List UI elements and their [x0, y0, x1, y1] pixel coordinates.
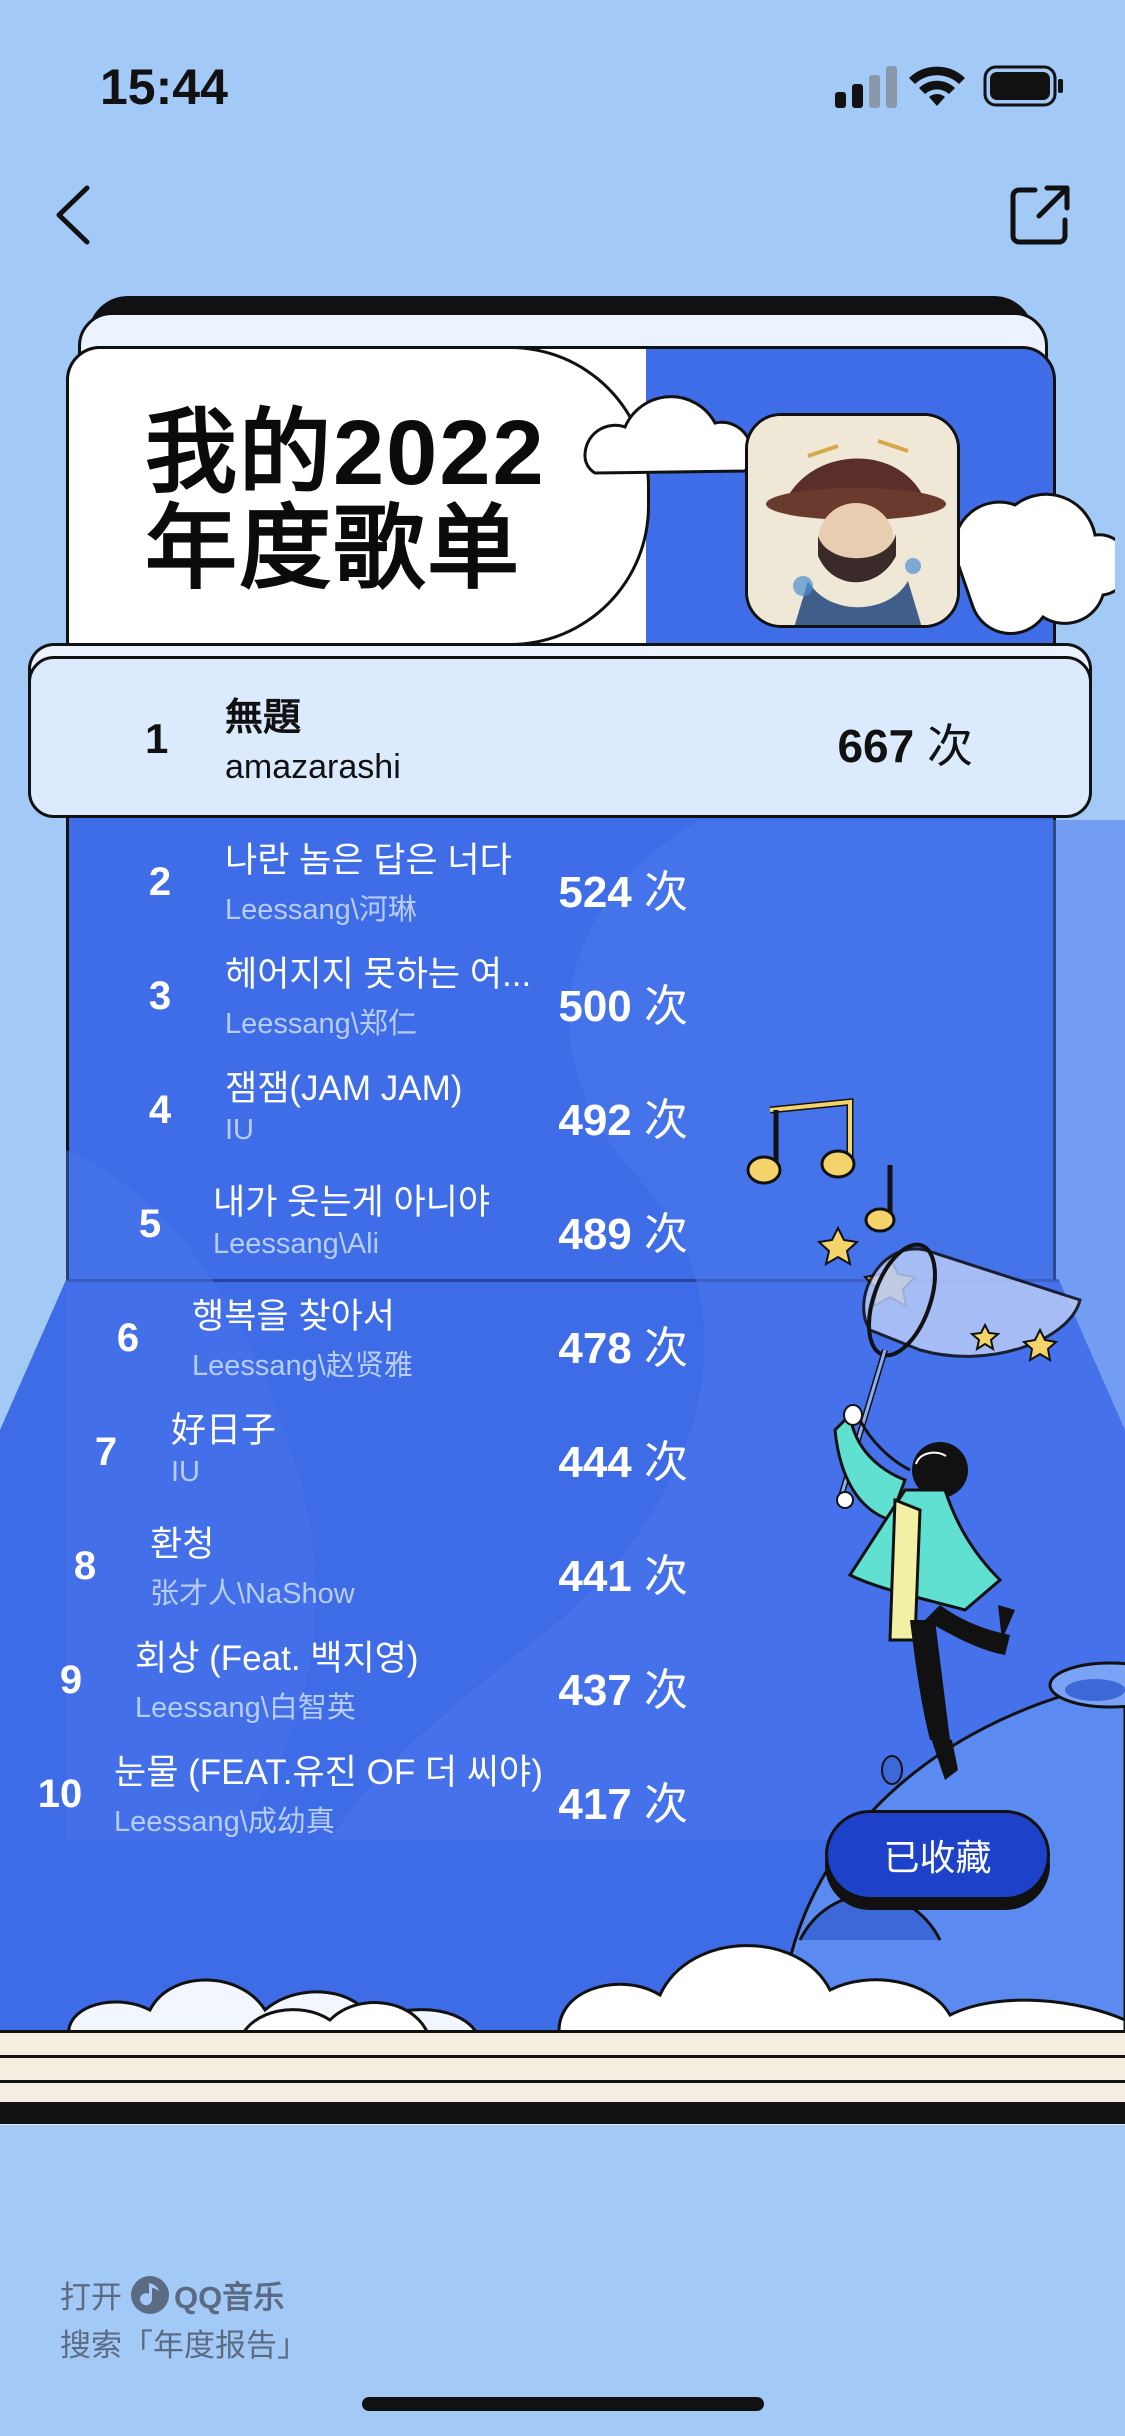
qq-music-name: QQ音乐 [174, 2280, 285, 2315]
song-play-count: 492 次 [558, 1096, 688, 1145]
song-title: 나란 놈은 답은 너다 [225, 841, 512, 880]
song-row-6[interactable]: 6 행복을 찾아서 Leessang\赵贤雅 478 次 [93, 1288, 793, 1388]
battery-icon [983, 65, 1063, 107]
footer-open-app: 打开 QQ音乐 [60, 2272, 284, 2317]
song-title: 好日子 [171, 1411, 277, 1450]
song-rank: 7 [94, 1430, 118, 1474]
back-chevron-icon[interactable] [45, 180, 105, 250]
status-icons [835, 65, 1063, 108]
song-row-3[interactable]: 3 헤어지지 못하는 여... Leessang\郑仁 500 次 [125, 946, 825, 1046]
song-play-count: 417 次 [558, 1780, 688, 1829]
song-artist: IU [171, 1456, 200, 1488]
wifi-icon [909, 66, 965, 106]
music-note-icon [864, 1165, 896, 1233]
top-song-play-count: 667 次 [837, 720, 973, 772]
song-row-8[interactable]: 8 환청 张才人\NaShow 441 次 [50, 1516, 750, 1616]
song-artist: Leessang\河琳 [225, 894, 417, 926]
song-title: 눈물 (FEAT.유진 OF 더 씨야) [114, 1753, 543, 1792]
cloud-decoration [583, 395, 1115, 635]
song-title: 행복을 찾아서 [192, 1297, 395, 1336]
collected-button[interactable]: 已收藏 [825, 1810, 1050, 1900]
song-rank: 5 [138, 1202, 162, 1246]
status-time: 15:44 [100, 59, 228, 115]
top-song-rank: 1 [145, 715, 169, 762]
song-play-count: 441 次 [558, 1552, 688, 1601]
qq-music-logo: QQ音乐 [130, 2272, 284, 2317]
top-song-row[interactable] [28, 656, 1092, 818]
song-row-4[interactable]: 4 잼잼(JAM JAM) IU 492 次 [125, 1060, 825, 1160]
song-play-count: 489 次 [558, 1210, 688, 1259]
top-song-title: 無題 [225, 697, 302, 739]
song-play-count: 437 次 [558, 1666, 688, 1715]
song-rank: 3 [148, 974, 172, 1018]
book-cover-bottom [0, 2102, 1125, 2124]
song-rank: 6 [116, 1316, 140, 1360]
top-song-artist: amazarashi [225, 748, 401, 786]
song-row-7[interactable]: 7 好日子 IU 444 次 [71, 1402, 771, 1502]
song-title: 환청 [150, 1525, 215, 1564]
song-play-count: 500 次 [558, 982, 688, 1031]
song-row-2[interactable]: 2 나란 놈은 답은 너다 Leessang\河琳 524 次 [125, 832, 825, 932]
bottom-clouds [67, 1944, 1125, 2040]
song-play-count: 444 次 [558, 1438, 688, 1487]
song-title: 잼잼(JAM JAM) [225, 1069, 463, 1108]
home-indicator[interactable] [362, 2397, 764, 2411]
song-row-9[interactable]: 9 회상 (Feat. 백지영) Leessang\白智英 437 次 [36, 1630, 736, 1730]
page-edge-line [0, 2030, 1125, 2033]
footer-search-hint: 搜索「年度报告」 [60, 2328, 308, 2363]
song-artist: Leessang\Ali [213, 1228, 380, 1260]
qq-music-icon [131, 2275, 169, 2314]
song-row-5[interactable]: 5 내가 웃는게 아니야 Leessang\Ali 489 次 [115, 1174, 815, 1274]
song-row-10[interactable]: 10 눈물 (FEAT.유진 OF 더 씨야) Leessang\成幼真 417… [25, 1744, 725, 1844]
song-rank: 4 [148, 1088, 172, 1132]
song-rank: 10 [37, 1772, 83, 1816]
song-rank: 8 [73, 1544, 97, 1588]
footer-open-label: 打开 [60, 2280, 122, 2315]
page-edge-line [0, 2080, 1125, 2083]
share-icon[interactable] [1005, 180, 1075, 250]
song-artist: 张才人\NaShow [150, 1578, 355, 1610]
song-title: 내가 웃는게 아니야 [213, 1183, 491, 1222]
page-edge-line [0, 2055, 1125, 2058]
song-play-count: 478 次 [558, 1324, 688, 1373]
song-artist: Leessang\成幼真 [114, 1806, 335, 1838]
cellular-signal-icon [835, 66, 897, 108]
song-artist: IU [225, 1114, 254, 1146]
song-artist: Leessang\郑仁 [225, 1008, 417, 1040]
album-cover-image [745, 413, 960, 628]
song-play-count: 524 次 [558, 868, 688, 917]
song-artist: Leessang\赵贤雅 [192, 1350, 413, 1382]
music-note-icon [746, 1098, 856, 1185]
page-title: 我的2022 年度歌单 [145, 402, 546, 600]
song-title: 헤어지지 못하는 여... [225, 955, 532, 994]
song-title: 회상 (Feat. 백지영) [135, 1639, 419, 1678]
card-fold-line [66, 1279, 1059, 1282]
song-rank: 9 [59, 1658, 83, 1702]
song-artist: Leessang\白智英 [135, 1692, 356, 1724]
song-rank: 2 [148, 860, 172, 904]
